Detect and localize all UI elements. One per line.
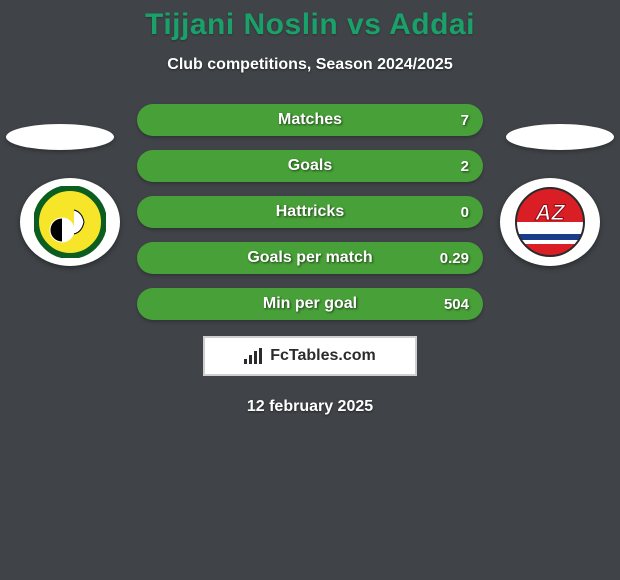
right-player-oval — [506, 124, 614, 150]
left-team-badge — [20, 178, 120, 266]
stat-label: Hattricks — [276, 203, 344, 221]
brand-attribution[interactable]: FcTables.com — [203, 336, 417, 376]
stat-value-right: 504 — [444, 296, 469, 313]
stat-label: Goals — [288, 157, 332, 175]
bar-chart-icon — [244, 348, 262, 364]
stat-value-right: 0 — [461, 204, 469, 221]
stats-list: Matches 7 Goals 2 Hattricks 0 Goals per match 0… — [137, 104, 483, 320]
az-alkmaar-crest: AZ — [514, 186, 586, 258]
stat-label: Min per goal — [263, 295, 357, 313]
stat-row: Goals 2 — [137, 150, 483, 182]
left-player-oval — [6, 124, 114, 150]
stat-label: Goals per match — [247, 249, 372, 267]
stat-value-right: 0.29 — [440, 250, 469, 267]
subtitle: Club competitions, Season 2024/2025 — [0, 56, 620, 74]
date-label: 12 february 2025 — [0, 398, 620, 416]
fortuna-sittard-crest — [34, 186, 106, 258]
stat-row: Matches 7 — [137, 104, 483, 136]
page-title: Tijjani Noslin vs Addai — [0, 8, 620, 42]
stat-value-right: 2 — [461, 158, 469, 175]
svg-text:AZ: AZ — [534, 200, 566, 225]
infographic-container: Tijjani Noslin vs Addai Club competition… — [0, 0, 620, 580]
stat-row: Min per goal 504 — [137, 288, 483, 320]
brand-label: FcTables.com — [270, 347, 376, 365]
stat-row: Hattricks 0 — [137, 196, 483, 228]
stat-row: Goals per match 0.29 — [137, 242, 483, 274]
stat-label: Matches — [278, 111, 342, 129]
right-team-badge: AZ — [500, 178, 600, 266]
stat-value-right: 7 — [461, 112, 469, 129]
